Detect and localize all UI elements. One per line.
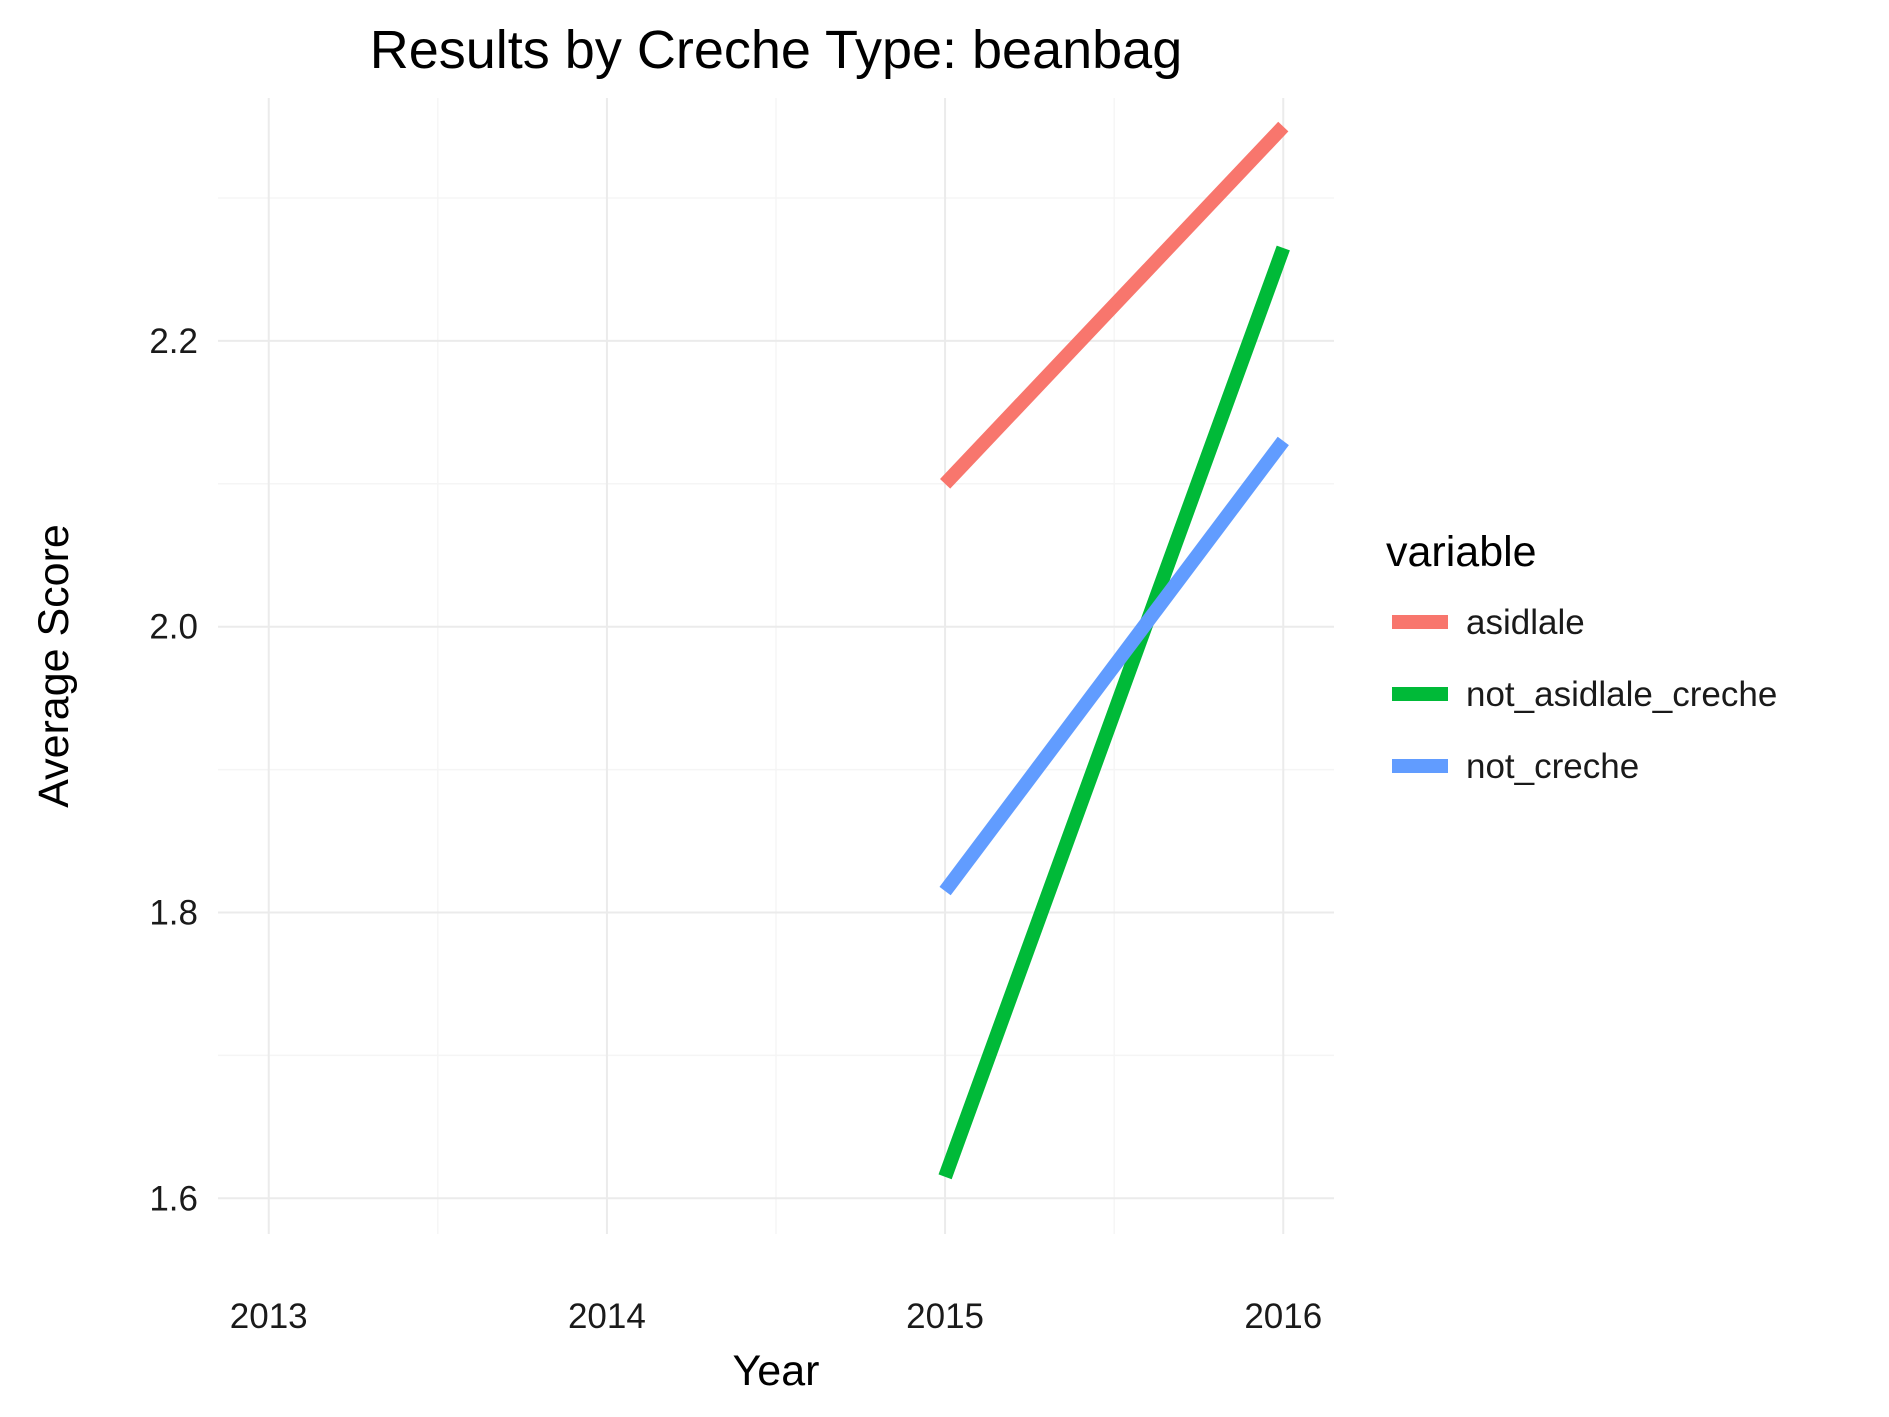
legend: variable asidlale not_asidlale_creche not_… — [1386, 528, 1777, 786]
y-axis-title: Average Score — [30, 524, 78, 808]
series-line-not-creche — [939, 436, 1289, 896]
y-tick-label: 1.8 — [149, 893, 198, 932]
legend-label-asidlale: asidlale — [1466, 603, 1585, 642]
x-tick-label: 2013 — [230, 1297, 308, 1336]
series-line-not-asidlale-creche — [938, 245, 1290, 1180]
y-tick-labels: 1.6 1.8 2.0 2.2 — [149, 322, 198, 1218]
series-line-asidlale — [940, 121, 1289, 489]
legend-title: variable — [1386, 528, 1537, 576]
x-tick-label: 2015 — [906, 1297, 984, 1336]
legend-label-not-asidlale-creche: not_asidlale_creche — [1466, 675, 1777, 714]
legend-items: asidlale not_asidlale_creche not_creche — [1392, 603, 1777, 786]
y-tick-label: 1.6 — [149, 1179, 198, 1218]
x-axis-title: Year — [733, 1347, 820, 1395]
chart-title: Results by Creche Type: beanbag — [370, 20, 1183, 80]
y-tick-label: 2.2 — [149, 322, 198, 361]
x-tick-label: 2016 — [1244, 1297, 1322, 1336]
legend-label-not-creche: not_creche — [1466, 747, 1639, 786]
x-tick-labels: 2013 2014 2015 2016 — [230, 1297, 1322, 1336]
x-tick-label: 2014 — [568, 1297, 646, 1336]
y-tick-label: 2.0 — [149, 608, 198, 647]
series-layer — [938, 121, 1290, 1180]
grid-layer — [218, 98, 1334, 1234]
